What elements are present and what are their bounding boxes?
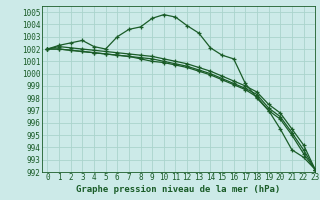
X-axis label: Graphe pression niveau de la mer (hPa): Graphe pression niveau de la mer (hPa) [76,185,281,194]
